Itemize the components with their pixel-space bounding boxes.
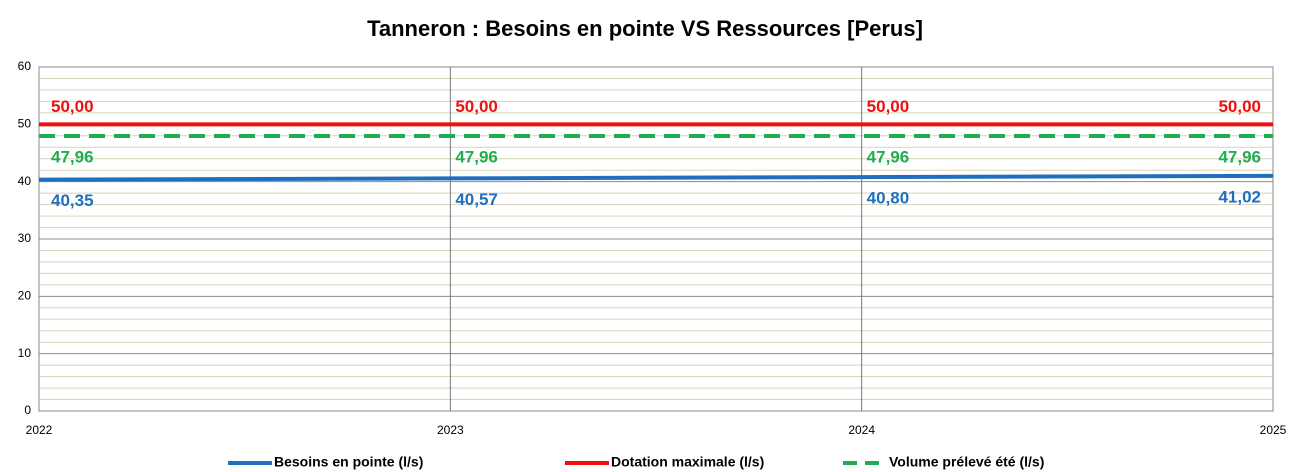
y-tick-label: 50 [18,117,32,131]
data-label: 40,80 [867,189,910,208]
data-label: 41,02 [1218,187,1261,206]
data-label: 40,35 [51,191,94,210]
y-tick-label: 10 [18,346,32,360]
legend-label: Dotation maximale (l/s) [611,454,764,470]
chart-title: Tanneron : Besoins en pointe VS Ressourc… [367,16,923,41]
data-label: 47,96 [51,148,94,167]
y-tick-label: 20 [18,289,32,303]
data-label: 40,57 [455,190,498,209]
x-tick-label: 2024 [848,423,875,437]
x-tick-label: 2023 [437,423,464,437]
legend-label: Besoins en pointe (l/s) [274,454,423,470]
plot-border [38,66,1274,412]
y-tick-label: 60 [18,59,32,73]
y-tick-label: 40 [18,174,32,188]
data-label: 50,00 [1218,97,1261,116]
data-label: 47,96 [455,148,498,167]
data-label: 47,96 [867,148,910,167]
y-tick-label: 30 [18,231,32,245]
line-series [38,173,1274,182]
data-label: 50,00 [455,97,498,116]
x-tick-label: 2025 [1260,423,1287,437]
y-tick-label: 0 [24,403,31,417]
x-tick-label: 2022 [26,423,53,437]
legend-label: Volume prélevé été (l/s) [889,454,1044,470]
data-label: 50,00 [51,97,94,116]
data-label: 50,00 [867,97,910,116]
data-label: 47,96 [1218,148,1261,167]
